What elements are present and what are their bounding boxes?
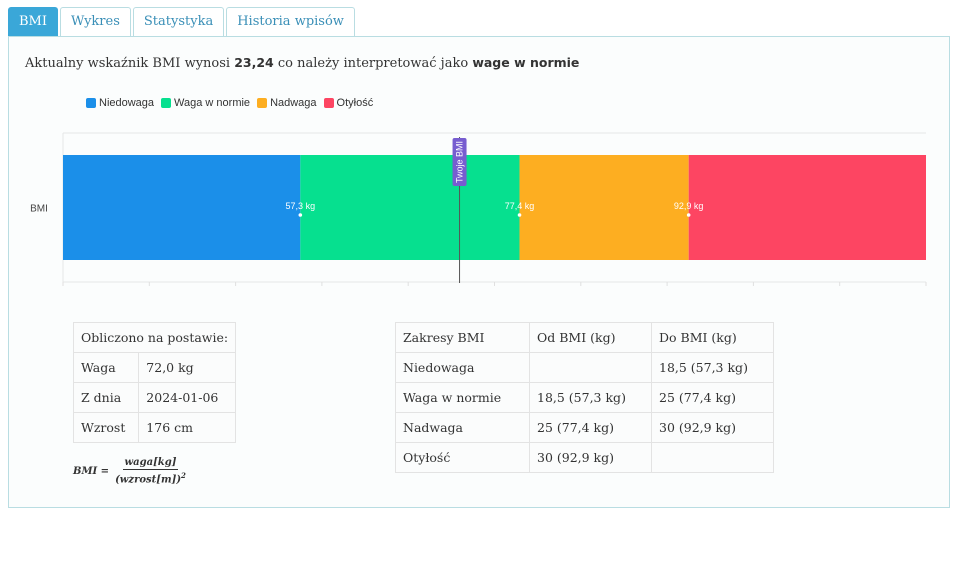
bmi-value: 23,24 bbox=[234, 55, 274, 70]
table-row: Niedowaga 18,5 (57,3 kg) bbox=[395, 352, 774, 383]
basis-key: Waga bbox=[72, 352, 140, 383]
formula-denominator-wrap: (wzrost[m])2 bbox=[113, 470, 188, 485]
table-cell: Nadwaga bbox=[395, 412, 530, 443]
table-row: Waga w normie 18,5 (57,3 kg) 25 (77,4 kg… bbox=[395, 382, 774, 413]
table-row: Wzrost 176 cm bbox=[72, 412, 237, 443]
legend-swatch bbox=[257, 98, 268, 108]
legend-item-otylosc[interactable]: Otyłość bbox=[323, 97, 374, 109]
bar-segment-4 bbox=[688, 155, 926, 260]
boundary-label: 77,4 kg bbox=[505, 201, 535, 211]
table-cell: Otyłość bbox=[395, 442, 530, 473]
bmi-category: wage w normie bbox=[472, 55, 580, 70]
bmi-formula: BMI = waga[kg] (wzrost[m])2 bbox=[73, 457, 188, 485]
bar-segment-1 bbox=[63, 155, 301, 260]
bar-segment-2 bbox=[300, 155, 520, 260]
bmi-panel: Aktualny wskaźnik BMI wynosi 23,24 co na… bbox=[8, 36, 950, 508]
table-cell: Niedowaga bbox=[395, 352, 530, 383]
boundary-label: 92,9 kg bbox=[674, 201, 704, 211]
table-cell bbox=[651, 442, 774, 473]
formula-denominator: (wzrost[m]) bbox=[115, 474, 182, 486]
table-cell: 18,5 (57,3 kg) bbox=[529, 382, 652, 413]
table-cell: Waga w normie bbox=[395, 382, 530, 413]
boundary-dot bbox=[686, 213, 691, 217]
legend-swatch bbox=[323, 98, 334, 108]
column-header: Do BMI (kg) bbox=[651, 322, 774, 353]
table-row: Nadwaga 25 (77,4 kg) 30 (92,9 kg) bbox=[395, 412, 774, 443]
table-header-row: Zakresy BMI Od BMI (kg) Do BMI (kg) bbox=[395, 322, 774, 353]
basis-title: Obliczono na postawie: bbox=[72, 322, 237, 353]
boundary-dot bbox=[298, 213, 303, 217]
bmi-summary: Aktualny wskaźnik BMI wynosi 23,24 co na… bbox=[25, 55, 579, 71]
table-row: Obliczono na postawie: bbox=[72, 322, 237, 353]
table-cell: 18,5 (57,3 kg) bbox=[651, 352, 774, 383]
column-header: Zakresy BMI bbox=[395, 322, 530, 353]
legend-label: Waga w normie bbox=[174, 97, 251, 109]
formula-lhs: BMI = bbox=[73, 465, 110, 477]
table-row: Z dnia 2024-01-06 bbox=[72, 382, 237, 413]
boundary-dot bbox=[517, 213, 522, 217]
basis-value: 176 cm bbox=[138, 412, 237, 443]
marker-label: Twoje BMI bbox=[455, 141, 465, 183]
basis-table: Obliczono na postawie: Waga 72,0 kg Z dn… bbox=[72, 322, 237, 443]
formula-fraction: waga[kg] (wzrost[m])2 bbox=[113, 457, 188, 485]
column-header: Od BMI (kg) bbox=[529, 322, 652, 353]
table-cell: 25 (77,4 kg) bbox=[651, 382, 774, 413]
tab-historia-wpisow[interactable]: Historia wpisów bbox=[226, 7, 355, 37]
tab-bar: BMI Wykres Statystyka Historia wpisów bbox=[8, 7, 357, 37]
tab-bmi[interactable]: BMI bbox=[8, 7, 58, 37]
legend-item-waga-w-normie[interactable]: Waga w normie bbox=[161, 97, 250, 109]
basis-key: Wzrost bbox=[72, 412, 140, 443]
legend-item-nadwaga[interactable]: Nadwaga bbox=[257, 97, 317, 109]
legend-label: Otyłość bbox=[336, 97, 374, 109]
bmi-ranges-table: Zakresy BMI Od BMI (kg) Do BMI (kg) Nied… bbox=[395, 322, 774, 473]
chart-svg: BMI 57,3 kg 77,4 kg 92,9 kg Twoje BMI bbox=[30, 132, 927, 286]
table-row: Otyłość 30 (92,9 kg) bbox=[395, 442, 774, 473]
basis-value: 2024-01-06 bbox=[138, 382, 237, 413]
legend-item-niedowaga[interactable]: Niedowaga bbox=[86, 97, 154, 109]
category-label-bmi: BMI bbox=[30, 204, 48, 215]
bmi-range-chart: BMI 57,3 kg 77,4 kg 92,9 kg Twoje BMI bbox=[9, 37, 949, 307]
boundary-label: 57,3 kg bbox=[286, 201, 316, 211]
tab-wykres[interactable]: Wykres bbox=[60, 7, 131, 37]
legend-label: Nadwaga bbox=[270, 97, 317, 109]
table-cell bbox=[529, 352, 652, 383]
basis-value: 72,0 kg bbox=[138, 352, 237, 383]
summary-middle: co należy interpretować jako bbox=[277, 56, 469, 71]
table-row: Waga 72,0 kg bbox=[72, 352, 237, 383]
summary-prefix: Aktualny wskaźnik BMI wynosi bbox=[25, 56, 231, 71]
formula-exponent: 2 bbox=[181, 471, 186, 480]
bar-segment-3 bbox=[519, 155, 689, 260]
chart-legend: Niedowaga Waga w normie Nadwaga Otyłość bbox=[86, 97, 380, 109]
table-cell: 25 (77,4 kg) bbox=[529, 412, 652, 443]
legend-swatch bbox=[161, 98, 172, 108]
marker-label-box bbox=[452, 138, 467, 186]
legend-label: Niedowaga bbox=[99, 97, 155, 109]
table-cell: 30 (92,9 kg) bbox=[529, 442, 652, 473]
legend-swatch bbox=[86, 98, 96, 108]
tab-statystyka[interactable]: Statystyka bbox=[132, 7, 225, 37]
formula-numerator: waga[kg] bbox=[122, 457, 179, 470]
basis-key: Z dnia bbox=[72, 382, 140, 413]
table-cell: 30 (92,9 kg) bbox=[651, 412, 774, 443]
